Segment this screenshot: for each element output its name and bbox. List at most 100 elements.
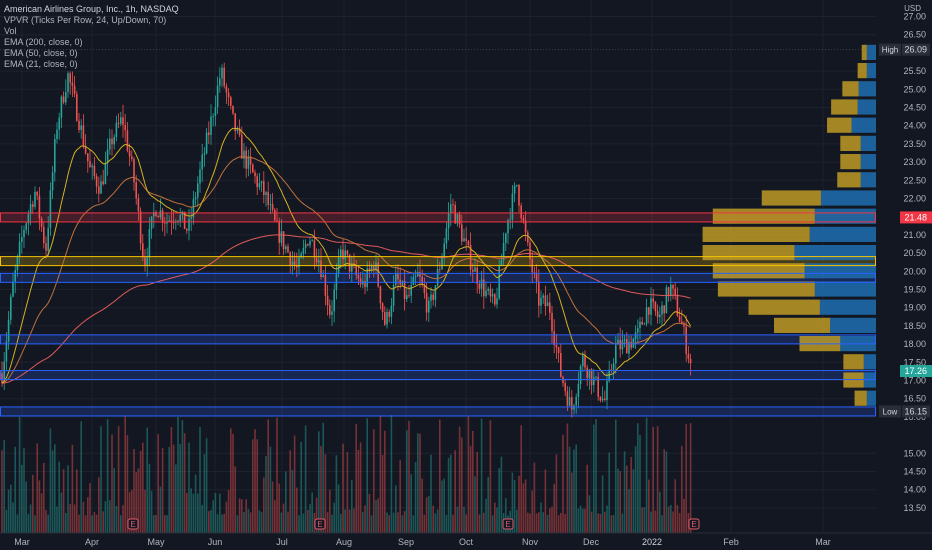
legend-ema50[interactable]: EMA (50, close, 0) bbox=[4, 48, 78, 58]
earnings-marker-icon[interactable] bbox=[127, 518, 139, 530]
candle-body bbox=[546, 302, 549, 307]
volume-bar bbox=[511, 472, 514, 533]
volume-bar bbox=[331, 514, 333, 533]
candle-body bbox=[458, 214, 461, 225]
price-tick-label: 24.50 bbox=[903, 103, 926, 113]
volume-bar bbox=[342, 443, 344, 533]
candle-body bbox=[289, 252, 291, 266]
legend-ema21[interactable]: EMA (21, close, 0) bbox=[4, 59, 78, 69]
volume-bar bbox=[177, 416, 179, 533]
zone-band-blue bbox=[0, 370, 876, 380]
price-tick-label: 13.50 bbox=[903, 503, 926, 513]
candle-body bbox=[203, 153, 206, 155]
legend-vpvr[interactable]: VPVR (Ticks Per Row, 24, Up/Down, 70) bbox=[4, 15, 167, 25]
candle-body bbox=[340, 249, 342, 258]
candle-body bbox=[58, 117, 60, 130]
red-level-value: 21.48 bbox=[904, 212, 927, 222]
low-badge bbox=[879, 405, 901, 418]
price-tick-label: 20.50 bbox=[903, 248, 926, 258]
candle-body bbox=[384, 312, 386, 325]
volume-bar bbox=[62, 469, 65, 533]
volume-bar bbox=[172, 444, 175, 533]
candle-body bbox=[104, 162, 107, 185]
vp-up-bar bbox=[858, 81, 876, 97]
candle-body bbox=[34, 191, 36, 207]
candle-body bbox=[311, 240, 313, 242]
high-badge bbox=[879, 43, 901, 56]
candle-body bbox=[166, 221, 168, 224]
volume-bar bbox=[113, 468, 115, 533]
volume-bar bbox=[109, 500, 111, 533]
volume-bar bbox=[421, 478, 423, 533]
candle-body bbox=[150, 216, 153, 230]
candle-body bbox=[148, 229, 151, 258]
volume-bar bbox=[324, 454, 327, 533]
volume-bar bbox=[652, 426, 654, 533]
volume-bar bbox=[166, 515, 168, 533]
volume-bar bbox=[672, 511, 674, 533]
volume-bar bbox=[1, 450, 3, 533]
volume-bar bbox=[232, 433, 234, 533]
candle-body bbox=[177, 220, 179, 222]
volume-bar bbox=[58, 461, 60, 533]
volume-bar bbox=[346, 452, 349, 533]
earnings-marker-icon[interactable] bbox=[688, 518, 700, 530]
candle-body bbox=[302, 247, 305, 254]
candle-body bbox=[408, 295, 410, 296]
time-label: Apr bbox=[85, 537, 99, 547]
volume-bar bbox=[159, 486, 162, 533]
candle-body bbox=[45, 243, 47, 251]
candle-body bbox=[16, 256, 19, 271]
volume-bar bbox=[69, 503, 71, 533]
candle-body bbox=[265, 192, 267, 195]
volume-bar bbox=[630, 456, 632, 533]
volume-bar bbox=[661, 515, 663, 533]
price-tick-label: 27.00 bbox=[903, 12, 926, 22]
volume-bar bbox=[337, 484, 340, 533]
candle-body bbox=[612, 363, 615, 370]
volume-bar bbox=[10, 484, 12, 533]
earnings-marker-label: E bbox=[691, 520, 696, 529]
volume-bar bbox=[3, 440, 5, 533]
last-price-badge bbox=[900, 365, 932, 378]
candle-body bbox=[10, 296, 12, 320]
volume-bar bbox=[280, 512, 283, 533]
legend-symbol-title[interactable]: American Airlines Group, Inc., 1h, NASDA… bbox=[4, 4, 179, 14]
candle-body bbox=[419, 272, 421, 277]
volume-bar bbox=[436, 509, 439, 533]
candle-body bbox=[194, 197, 197, 200]
volume-bar bbox=[687, 512, 690, 533]
candle-body bbox=[377, 262, 379, 287]
vp-down-bar bbox=[761, 190, 821, 206]
volume-bar bbox=[27, 514, 30, 533]
volume-bar bbox=[401, 515, 404, 533]
legend-vol[interactable]: Vol bbox=[4, 26, 17, 36]
volume-bar bbox=[520, 425, 522, 533]
volume-bar bbox=[278, 483, 280, 533]
volume-bar bbox=[87, 497, 89, 533]
volume-bar bbox=[137, 468, 140, 533]
time-axis[interactable]: Mar Apr May Jun Jul Aug Sep Oct Nov Dec 2022 Feb Mar bbox=[0, 532, 932, 550]
volume-bar bbox=[423, 514, 426, 533]
legend-ema200[interactable]: EMA (200, close, 0) bbox=[4, 37, 83, 47]
candle-body bbox=[216, 85, 219, 108]
candle-body bbox=[214, 107, 217, 117]
volume-bar bbox=[203, 454, 206, 533]
volume-bar bbox=[681, 445, 683, 533]
candle-body bbox=[227, 92, 230, 98]
volume-bar bbox=[322, 422, 324, 533]
earnings-marker-icon[interactable] bbox=[314, 518, 326, 530]
volume-bar bbox=[410, 474, 412, 533]
candle-body bbox=[258, 183, 261, 188]
candle-body bbox=[487, 288, 489, 291]
volume-bar bbox=[296, 487, 298, 533]
earnings-marker-icon[interactable] bbox=[502, 518, 514, 530]
candle-body bbox=[395, 273, 397, 286]
volume-bar bbox=[478, 514, 481, 533]
candle-body bbox=[509, 219, 511, 221]
candle-body bbox=[661, 305, 663, 315]
candle-body bbox=[650, 298, 652, 315]
